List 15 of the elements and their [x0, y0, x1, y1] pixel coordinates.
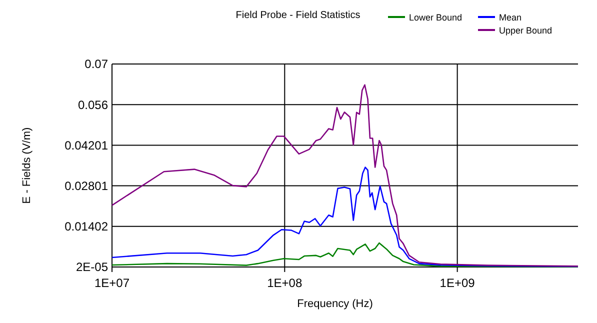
y-tick-label: 2E-05	[76, 260, 108, 274]
y-tick-label: 0.056	[78, 98, 108, 112]
chart-title: Field Probe - Field Statistics	[236, 10, 360, 21]
x-tick-label: 1E+09	[440, 276, 476, 290]
legend-label: Upper Bound	[499, 26, 552, 36]
y-tick-label: 0.02801	[64, 179, 108, 194]
x-tick-label: 1E+07	[94, 276, 130, 290]
y-tick-label: 0.07	[84, 57, 108, 72]
y-axis-title: E - Fields (V/m)	[21, 127, 33, 204]
y-tick-label: 0.04201	[64, 138, 108, 152]
legend-label: Mean	[499, 12, 522, 22]
legend-label: Lower Bound	[409, 12, 462, 22]
y-tick-label: 0.01402	[64, 220, 108, 234]
x-tick-label: 1E+08	[267, 276, 302, 290]
x-axis-title: Frequency (Hz)	[297, 298, 373, 310]
